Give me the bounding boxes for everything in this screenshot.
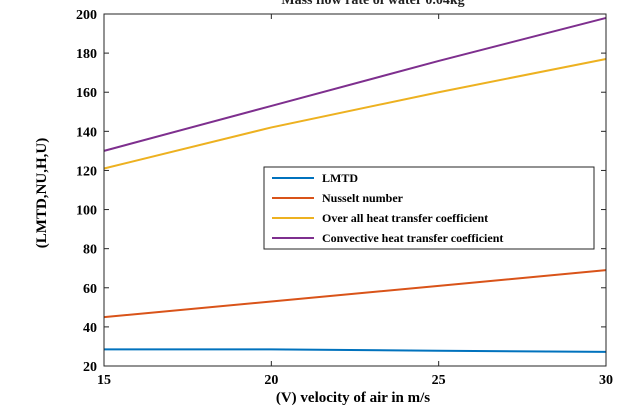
y-tick-label: 200	[76, 8, 97, 23]
legend-label-3: Over all heat transfer coefficient	[322, 211, 488, 225]
x-tick-label: 30	[599, 373, 613, 388]
y-tick-label: 100	[76, 204, 97, 219]
y-tick-label: 140	[76, 125, 97, 140]
x-tick-label: 20	[264, 373, 278, 388]
legend-label-4: Convective heat transfer coefficient	[322, 231, 503, 245]
chart-title: Mass flow rate of water 0.04kg	[281, 0, 464, 8]
y-tick-label: 120	[76, 164, 97, 179]
y-axis-label: (LMTD,NU,H,U)	[34, 138, 50, 248]
x-axis-label: (V) velocity of air in m/s	[276, 390, 430, 406]
y-tick-label: 180	[76, 47, 97, 62]
legend-label-2: Nusselt number	[322, 191, 404, 205]
series-line-3	[103, 57, 607, 170]
y-tick-label: 20	[83, 360, 97, 375]
y-tick-label: 80	[83, 243, 97, 258]
legend-label-1: LMTD	[322, 171, 358, 185]
series-line-4	[103, 16, 607, 152]
x-tick-label: 25	[432, 373, 446, 388]
series-line-1	[104, 348, 607, 353]
legend: LMTD Nusselt number Over all heat transfer…	[263, 166, 595, 250]
legend-box	[263, 166, 595, 250]
y-tick-label: 40	[83, 321, 97, 336]
x-tick-label: 15	[97, 373, 111, 388]
y-tick-label: 60	[83, 282, 97, 297]
y-tick-label: 160	[76, 86, 97, 101]
axes-box	[103, 13, 607, 367]
series-line-2	[103, 269, 607, 319]
